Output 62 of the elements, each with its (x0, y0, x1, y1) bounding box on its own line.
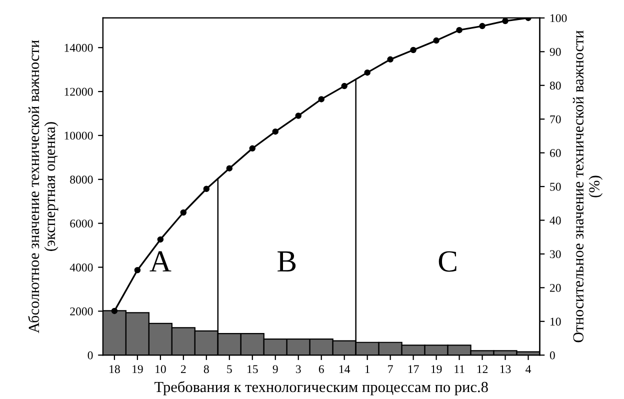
point (134, 267, 141, 274)
y-tick-label: 10000 (64, 132, 93, 140)
x-tick-label: 19 (132, 365, 143, 374)
x-tick-label: 4 (526, 365, 532, 374)
point (456, 26, 462, 34)
x-tick-label: 15 (248, 365, 258, 374)
y2-tick-label: 80 (550, 82, 561, 90)
y-axis-title: Абсолютное значение технической важности (экспертная оценка) (28, 40, 58, 334)
y-tick-label: 2000 (70, 307, 93, 316)
x-tick-label: 10 (156, 365, 166, 374)
point (272, 128, 279, 135)
y2-tick-label: 60 (550, 149, 561, 158)
y2-tick-label: 70 (550, 115, 561, 124)
x-tick-label: 18 (110, 365, 120, 374)
x-tick-label: 8 (204, 365, 209, 374)
point (364, 69, 370, 76)
x-tick-label: 5 (227, 365, 232, 374)
point (203, 186, 210, 192)
x-tick-label: 19 (431, 365, 442, 374)
y2-tick-label: 50 (550, 182, 561, 191)
x-tick-label: 7 (388, 365, 393, 374)
point (295, 112, 302, 119)
point (433, 37, 440, 44)
x-tick-label: 2 (180, 365, 186, 374)
x-tick-label: 3 (296, 365, 301, 374)
point (249, 145, 256, 152)
y-tick-label: 14000 (64, 44, 93, 52)
y-tick-label: 8000 (70, 176, 93, 184)
y2-tick-label: 30 (550, 250, 561, 258)
point (226, 165, 233, 172)
x-tick-label: 6 (318, 365, 324, 374)
x-tick-label: 9 (272, 365, 278, 374)
y2-axis-title: Относительное значение технической важности (%) (572, 30, 603, 342)
x-tick-label: 12 (477, 365, 488, 374)
x-tick-label: 14 (339, 365, 350, 374)
point (318, 96, 324, 102)
point (502, 18, 508, 24)
y2-tick-label: 0 (550, 351, 555, 360)
annotation: B (278, 251, 296, 272)
x-axis-title: Требования к технологическим процессам по рис.8 (154, 381, 488, 396)
point (180, 209, 187, 216)
y-tick-label: 4000 (70, 263, 93, 272)
y2-tick-label: 40 (550, 216, 561, 224)
y2-tick-label: 100 (550, 14, 567, 22)
annotation: C (438, 251, 456, 272)
y-tick-label: 6000 (70, 220, 93, 228)
point (111, 308, 118, 314)
y-tick-label: 0 (88, 351, 93, 360)
annotation: A (150, 251, 172, 272)
y2-tick-label: 20 (550, 284, 561, 292)
y2-tick-label: 90 (550, 48, 561, 56)
x-tick-label: 11 (454, 365, 464, 374)
x-tick-label: 17 (408, 365, 419, 374)
point (387, 56, 394, 63)
x-tick-label: 13 (500, 365, 511, 374)
y2-tick-label: 10 (550, 318, 561, 326)
x-tick-label: 1 (365, 365, 370, 374)
y-tick-label: 12000 (64, 88, 93, 96)
point (341, 82, 348, 90)
point (157, 236, 164, 243)
point (479, 22, 486, 30)
point (410, 46, 416, 54)
